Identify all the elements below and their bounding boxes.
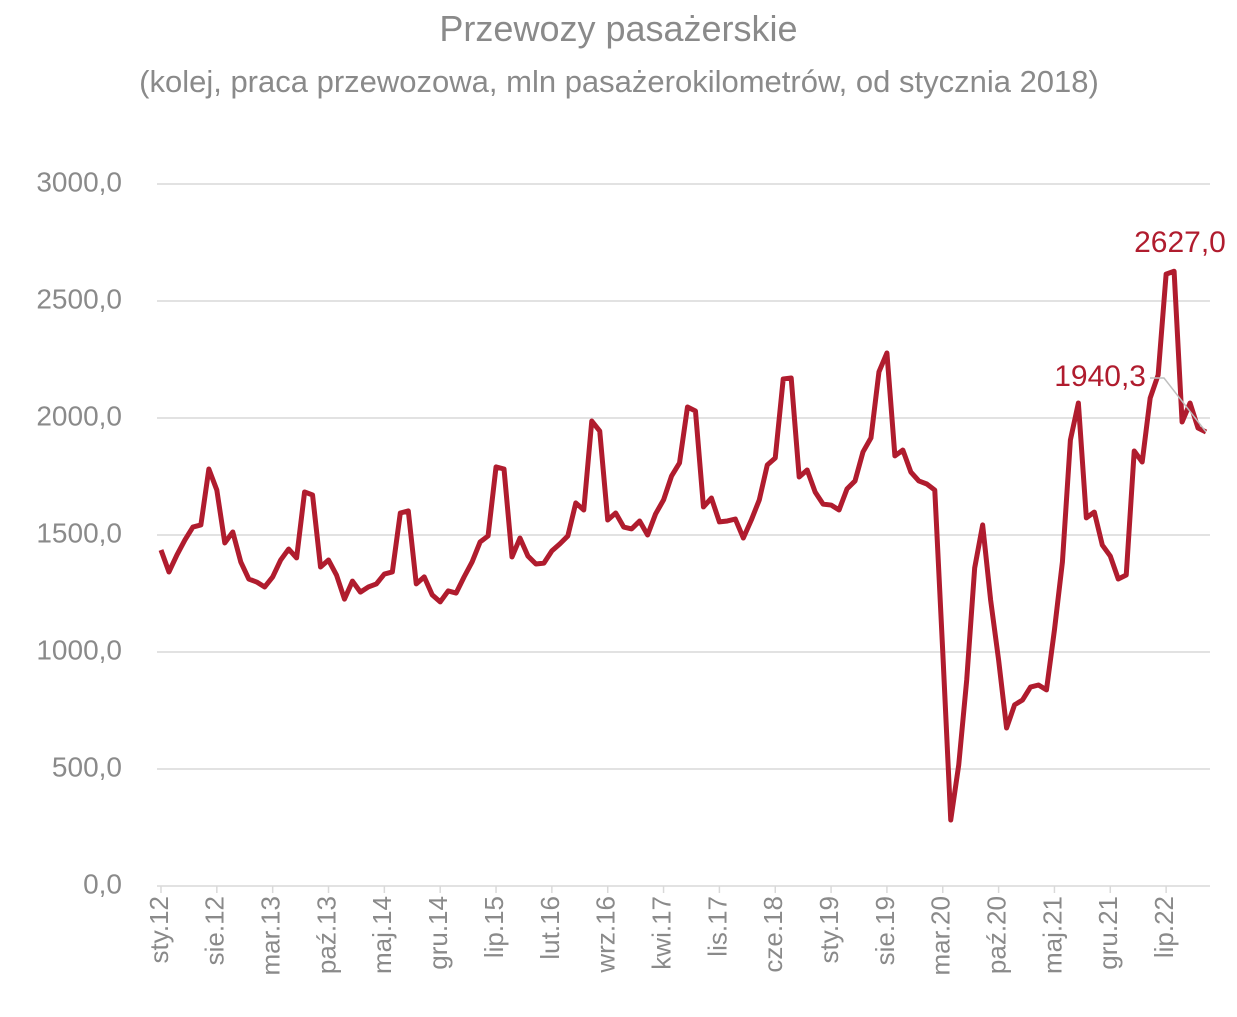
x-tick-label: lis.17 (702, 896, 732, 957)
x-tick-label: sty.12 (144, 896, 174, 963)
x-tick-label: sie.12 (200, 896, 230, 965)
x-tick-label: paź.20 (981, 896, 1011, 974)
x-tick-label: sie.19 (870, 896, 900, 965)
x-tick-label: gru.14 (423, 896, 453, 970)
data-line (158, 268, 1208, 823)
y-tick-label: 2500,0 (36, 283, 122, 314)
x-tick-label: lut.16 (535, 896, 565, 960)
chart-subtitle: (kolej, praca przewozowa, mln pasażeroki… (139, 64, 1099, 99)
leader-line (1150, 377, 1207, 433)
chart-title: Przewozy pasażerskie (439, 8, 798, 49)
x-tick-label: paź.13 (311, 896, 341, 974)
x-tick-label: cze.18 (758, 896, 788, 973)
data-label: 2627,0 (1134, 226, 1226, 259)
x-tick-label: mar.20 (926, 896, 956, 976)
y-tick-label: 3000,0 (36, 166, 122, 197)
x-tick-label: maj.14 (367, 896, 397, 974)
x-tick-label: mar.13 (256, 896, 286, 976)
y-tick-label: 500,0 (52, 751, 122, 782)
x-tick-label: maj.21 (1037, 896, 1067, 974)
x-tick-label: lip.15 (479, 896, 509, 958)
x-tick-label: gru.21 (1093, 896, 1123, 970)
y-tick-label: 1500,0 (36, 517, 122, 548)
x-tick-label: lip.22 (1149, 896, 1179, 958)
y-tick-label: 1000,0 (36, 634, 122, 665)
data-label: 1940,3 (1054, 360, 1146, 393)
x-tick-label: wrz.16 (591, 896, 621, 974)
y-tick-label: 2000,0 (36, 400, 122, 431)
y-tick-label: 0,0 (83, 868, 122, 899)
x-tick-label: kwi.17 (646, 896, 676, 970)
x-tick-label: sty.19 (814, 896, 844, 963)
